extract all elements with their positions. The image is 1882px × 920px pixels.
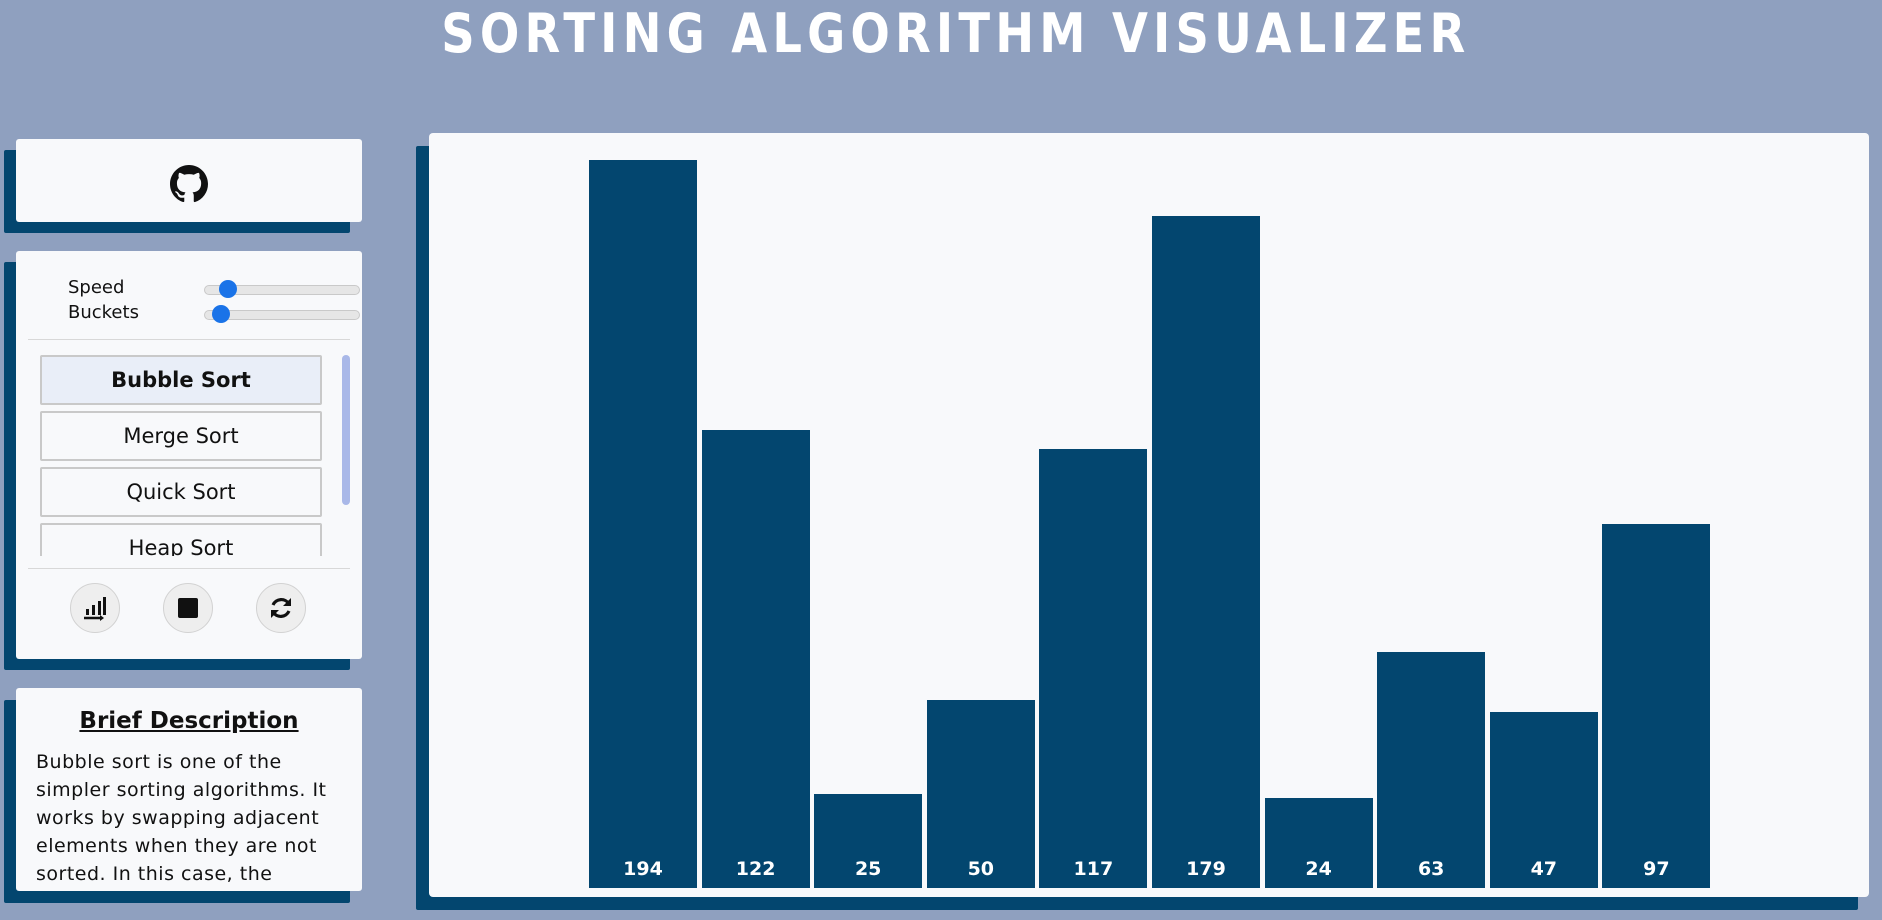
bar-value-label: 47 (1530, 858, 1558, 880)
sort-start-button[interactable] (70, 583, 120, 633)
chart-bar (1039, 448, 1148, 888)
buckets-label: Buckets (68, 302, 139, 323)
bar-value-label: 117 (1073, 858, 1114, 880)
bar-value-label: 24 (1305, 858, 1332, 880)
bar-value-label: 50 (967, 858, 995, 880)
github-card (16, 139, 362, 222)
sort-start-icon (84, 597, 106, 621)
reset-button[interactable] (256, 583, 306, 633)
chart-bar (1264, 797, 1373, 888)
description-heading: Brief Description (79, 708, 299, 734)
buckets-slider-thumb[interactable] (211, 305, 230, 323)
speed-label: Speed (68, 277, 125, 298)
bar-value-label: 97 (1643, 858, 1670, 880)
chart-panel: 194 122 25 50 117 179 24 63 47 97 (429, 133, 1869, 897)
page-title: SORTING ALGORITHM VISUALIZER (441, 2, 1471, 65)
algorithm-item-bubble-sort[interactable]: Bubble Sort (40, 355, 322, 405)
algorithm-item-heap-sort[interactable]: Heap Sort (40, 523, 322, 556)
bar-value-label: 63 (1417, 858, 1445, 880)
chart-bar (814, 794, 923, 888)
chart-bar (1377, 651, 1486, 888)
chart-bar (589, 160, 697, 888)
algorithm-item-quick-sort[interactable]: Quick Sort (40, 467, 322, 517)
bar-value-label: 25 (854, 858, 882, 880)
bar-value-label: 179 (1186, 858, 1226, 880)
speed-slider-thumb[interactable] (218, 280, 237, 298)
buckets-slider[interactable] (204, 305, 360, 323)
description-card: Brief Description Bubble sort is one of … (16, 688, 362, 891)
controls-card: Speed Buckets Bubble Sort Merge Sort Qui… (16, 251, 362, 659)
chart-bar (1152, 216, 1260, 888)
bar-value-label: 194 (623, 858, 663, 880)
stop-button[interactable] (163, 583, 213, 633)
chart-bar (926, 700, 1035, 888)
chart-bar (1602, 524, 1711, 888)
divider (28, 339, 350, 340)
divider (28, 568, 350, 569)
github-icon[interactable] (170, 165, 208, 203)
speed-slider[interactable] (204, 280, 360, 298)
algorithm-list[interactable]: Bubble Sort Merge Sort Quick Sort Heap S… (28, 341, 350, 556)
algorithm-item-merge-sort[interactable]: Merge Sort (40, 411, 322, 461)
bar-value-label: 122 (735, 858, 776, 880)
chart-bar (1489, 711, 1598, 888)
chart-bar (701, 430, 810, 888)
algorithm-list-scrollbar[interactable] (342, 355, 350, 505)
refresh-icon (271, 598, 291, 618)
description-text: Bubble sort is one of the simpler sortin… (36, 751, 327, 885)
stop-icon (178, 598, 198, 618)
